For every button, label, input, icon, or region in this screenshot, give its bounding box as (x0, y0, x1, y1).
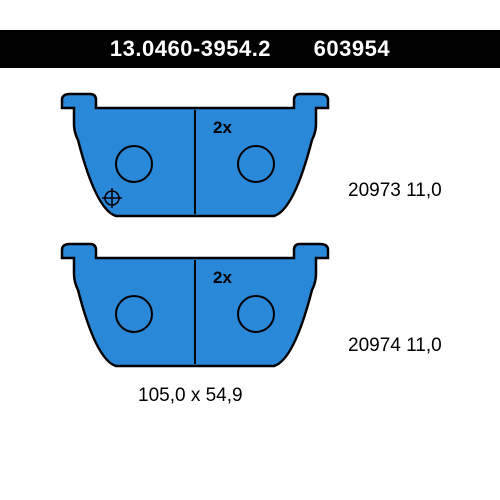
diagram-container: 13.0460-3954.2 603954 2x 20973 11,0 2x 2… (0, 0, 500, 500)
brake-pad-top (60, 90, 330, 228)
pad-bottom-code-label: 20974 11,0 (348, 335, 442, 357)
header-bar: 13.0460-3954.2 603954 (0, 30, 500, 68)
dimensions-label: 105,0 x 54,9 (138, 385, 243, 407)
pad-top-qty-label: 2x (213, 118, 232, 138)
brake-pad-bottom (60, 240, 330, 378)
part-number-1: 13.0460-3954.2 (110, 36, 271, 61)
pad-bottom-qty-label: 2x (213, 268, 232, 288)
pad-top-code-label: 20973 11,0 (348, 180, 442, 202)
part-number-2: 603954 (314, 36, 390, 61)
